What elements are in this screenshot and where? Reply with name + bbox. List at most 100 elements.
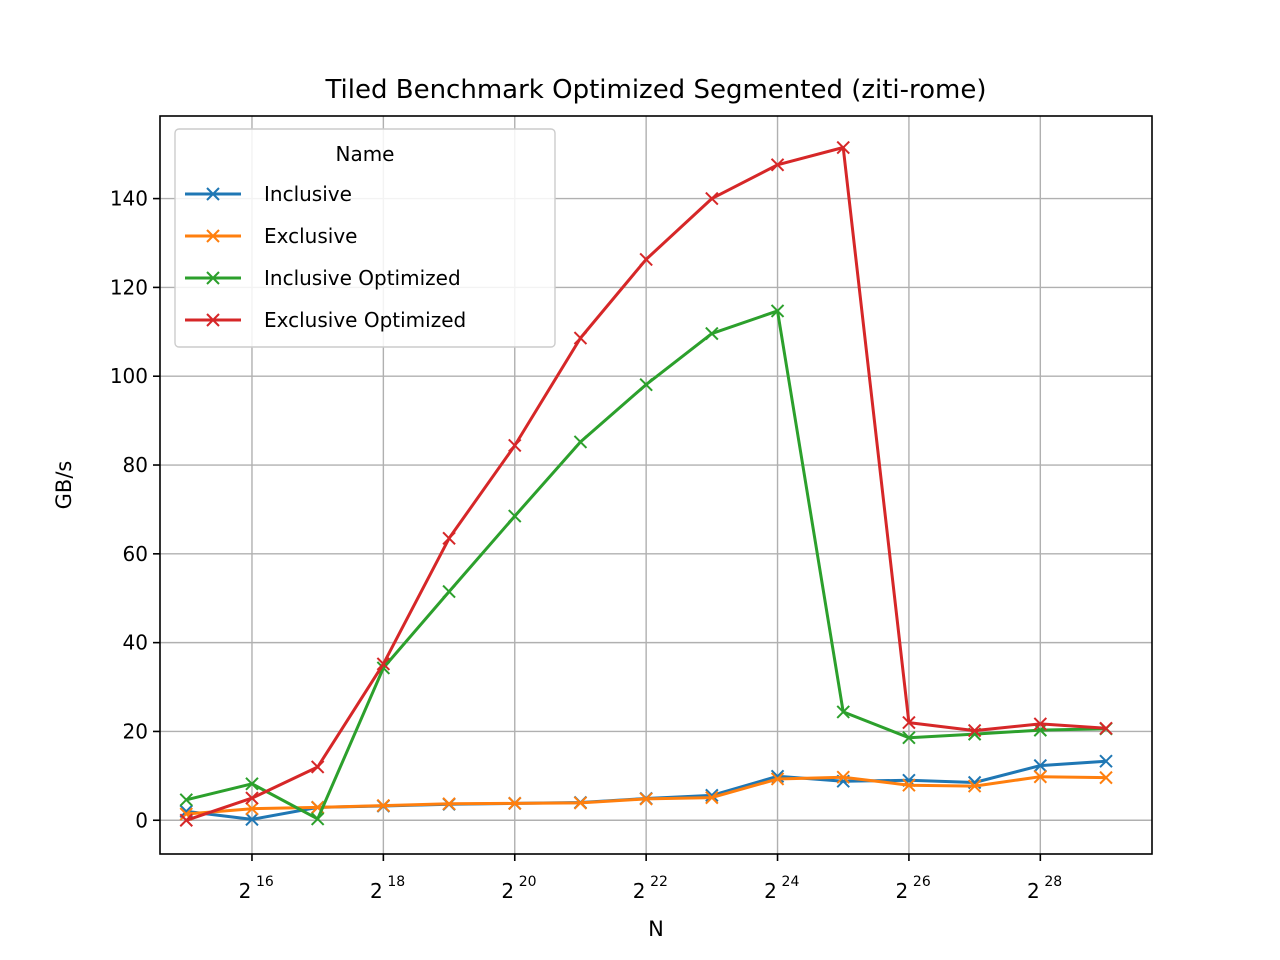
marker-stroke bbox=[310, 800, 325, 815]
legend-marker bbox=[206, 313, 220, 327]
y-tick-label: 80 bbox=[123, 453, 148, 477]
legend-marker bbox=[206, 229, 220, 243]
marker-stroke bbox=[206, 187, 220, 201]
marker-stroke bbox=[639, 792, 653, 806]
data-point bbox=[442, 531, 456, 545]
y-axis-title: GB/s bbox=[52, 461, 76, 510]
x-tick-label: 2 bbox=[239, 879, 252, 903]
marker-stroke bbox=[310, 760, 325, 774]
data-point bbox=[1033, 717, 1048, 731]
marker-stroke bbox=[770, 158, 785, 172]
data-point bbox=[376, 798, 391, 813]
data-point bbox=[705, 191, 719, 206]
data-point bbox=[179, 793, 193, 807]
marker-stroke bbox=[376, 657, 391, 671]
y-tick-label: 140 bbox=[110, 187, 148, 211]
data-point bbox=[508, 509, 522, 523]
x-tick-exponent: 24 bbox=[782, 874, 800, 890]
marker-stroke bbox=[508, 438, 522, 453]
legend-entries: Inclusive Exclusive Inclusive Optimized Exc… bbox=[185, 182, 466, 332]
legend-label: Inclusive bbox=[264, 182, 352, 206]
legend-label: Exclusive Optimized bbox=[264, 308, 466, 332]
marker-stroke bbox=[1033, 758, 1048, 773]
legend-title: Name bbox=[335, 142, 394, 166]
x-tick-label: 2 bbox=[764, 879, 777, 903]
marker-stroke bbox=[245, 791, 259, 805]
marker-stroke bbox=[508, 796, 522, 811]
marker-stroke bbox=[836, 770, 850, 784]
legend-box bbox=[174, 128, 556, 348]
x-axis: 2 16 2 18 2 20 2 22 2 24 2 26 2 28 bbox=[239, 854, 1062, 903]
data-point bbox=[1033, 770, 1048, 784]
x-tick-label: 2 bbox=[1027, 879, 1040, 903]
data-point bbox=[639, 792, 653, 806]
marker-stroke bbox=[902, 778, 916, 792]
data-point bbox=[770, 772, 785, 786]
plot-frame bbox=[159, 115, 1153, 855]
data-point bbox=[1099, 721, 1113, 736]
legend-label: Inclusive Optimized bbox=[264, 266, 461, 290]
marker-stroke bbox=[573, 331, 588, 345]
data-point bbox=[1099, 770, 1113, 785]
data-point bbox=[705, 788, 719, 803]
data-point bbox=[573, 435, 588, 449]
marker-stroke bbox=[442, 584, 456, 599]
marker-stroke bbox=[245, 812, 259, 827]
marker-stroke bbox=[770, 304, 785, 318]
marker-stroke bbox=[705, 788, 719, 803]
marker-stroke bbox=[376, 798, 391, 813]
y-tick-label: 20 bbox=[123, 719, 148, 743]
marker-stroke bbox=[836, 140, 850, 155]
marker-stroke bbox=[245, 777, 259, 791]
y-tick-label: 60 bbox=[123, 542, 148, 566]
data-point bbox=[902, 730, 916, 745]
y-tick-label: 120 bbox=[110, 275, 148, 299]
marker-stroke bbox=[1099, 754, 1113, 768]
data-point bbox=[967, 723, 982, 738]
y-tick-label: 40 bbox=[123, 631, 148, 655]
marker-stroke bbox=[1033, 717, 1048, 731]
marker-stroke bbox=[639, 377, 653, 392]
data-point bbox=[1099, 754, 1113, 768]
marker-stroke bbox=[1099, 721, 1113, 736]
data-point bbox=[245, 812, 259, 827]
legend-entry: Exclusive Optimized bbox=[185, 308, 466, 332]
marker-stroke bbox=[967, 723, 982, 738]
data-point bbox=[442, 797, 456, 811]
data-point bbox=[902, 778, 916, 792]
chart-title: Tiled Benchmark Optimized Segmented (zit… bbox=[324, 75, 986, 105]
marker-stroke bbox=[206, 313, 220, 327]
x-tick-exponent: 18 bbox=[387, 874, 405, 890]
x-tick-exponent: 28 bbox=[1044, 874, 1062, 890]
data-point bbox=[376, 657, 391, 671]
data-point bbox=[442, 584, 456, 599]
legend-entry: Inclusive Optimized bbox=[185, 266, 461, 290]
marker-stroke bbox=[508, 509, 522, 523]
legend: Name Inclusive Exclusive Inclusive Optimiz… bbox=[174, 128, 556, 348]
data-point bbox=[508, 796, 522, 811]
data-point bbox=[770, 304, 785, 318]
data-point bbox=[179, 813, 193, 827]
x-tick-exponent: 22 bbox=[650, 874, 668, 890]
data-point bbox=[508, 438, 522, 453]
marker-stroke bbox=[967, 779, 982, 793]
marker-stroke bbox=[1099, 770, 1113, 785]
data-point bbox=[573, 331, 588, 345]
data-point bbox=[836, 770, 850, 784]
marker-stroke bbox=[705, 790, 719, 805]
marker-stroke bbox=[310, 812, 325, 826]
data-point bbox=[245, 791, 259, 805]
data-point bbox=[705, 326, 719, 341]
series-exclusive-optimized bbox=[179, 140, 1113, 827]
legend-entry: Inclusive bbox=[185, 182, 352, 206]
data-point bbox=[770, 158, 785, 172]
marker-stroke bbox=[705, 191, 719, 206]
x-tick-exponent: 26 bbox=[913, 874, 931, 890]
marker-stroke bbox=[442, 531, 456, 545]
data-point bbox=[310, 812, 325, 826]
marker-stroke bbox=[836, 705, 850, 719]
data-point bbox=[967, 779, 982, 793]
y-axis: 0 20 40 60 80 100 120 140 bbox=[110, 187, 160, 832]
data-point bbox=[639, 377, 653, 392]
